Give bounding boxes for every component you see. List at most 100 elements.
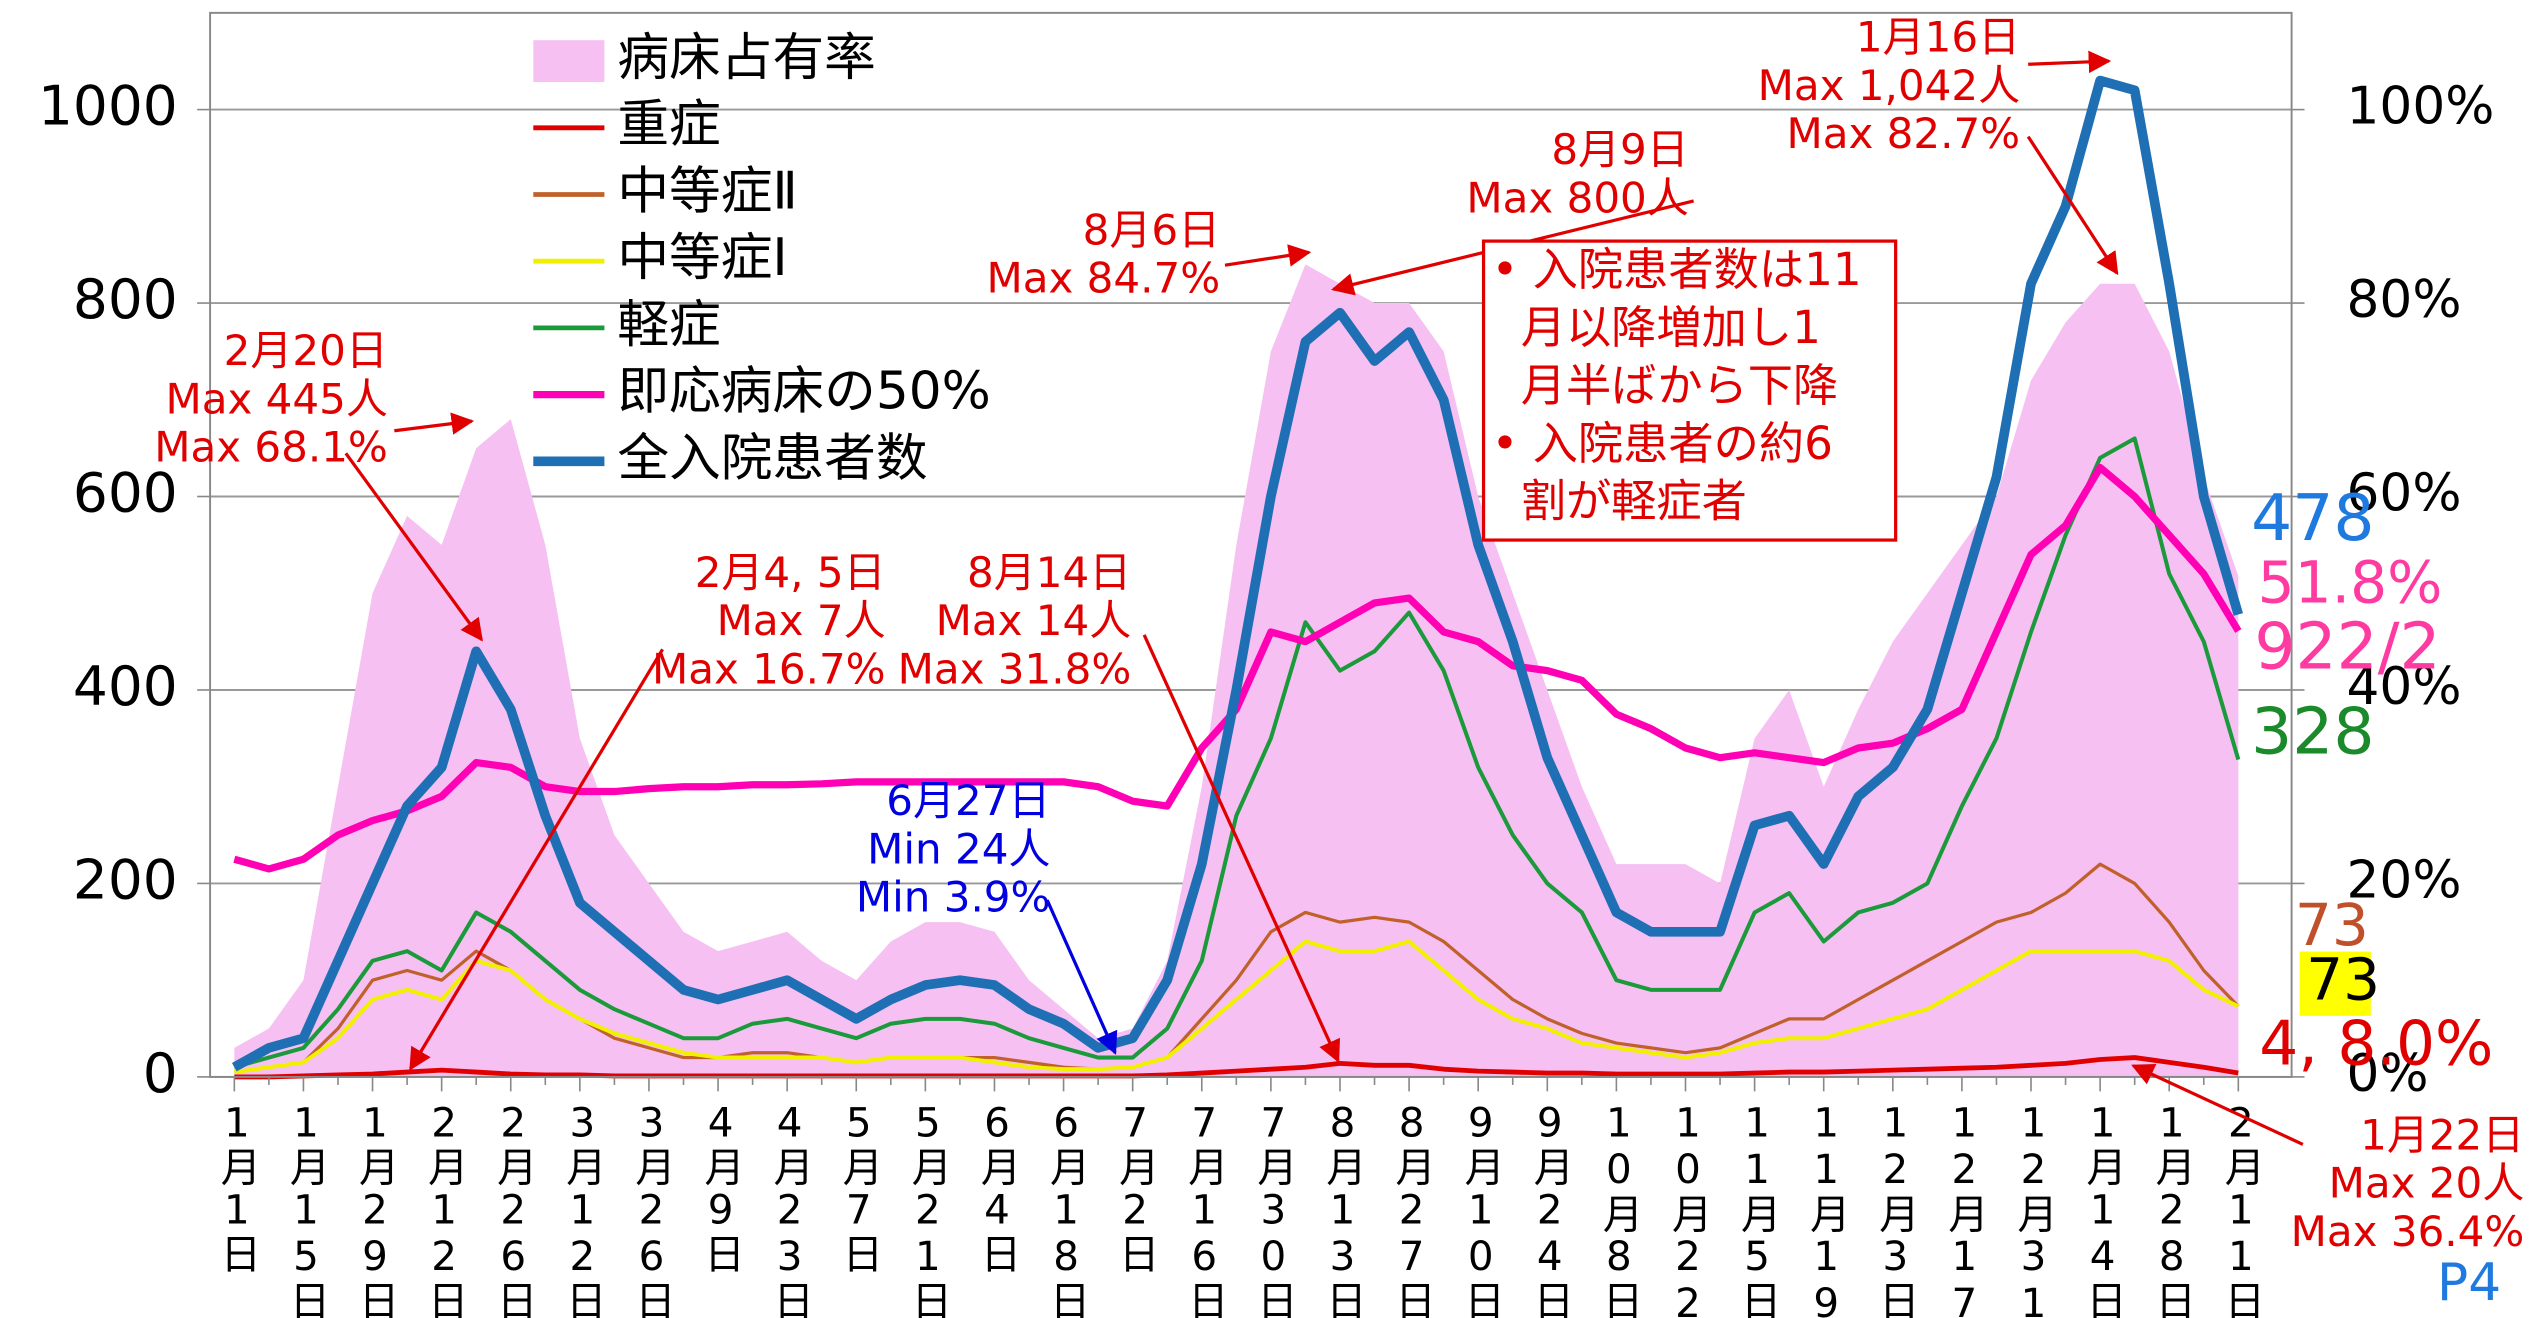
note-line: • 入院患者の約6 (1492, 417, 1833, 470)
annotation: Max 84.7% (987, 254, 1221, 303)
annotation-arrow (1224, 244, 1312, 267)
y2-tick-label: 20% (2347, 851, 2462, 911)
x-tick-label: 7月16日 (1181, 1099, 1228, 1318)
end-label: 51.8% (2258, 549, 2443, 617)
legend-label: 重症 (617, 95, 720, 155)
end-label: 922/2 (2254, 610, 2440, 685)
line (231, 75, 2243, 1072)
y2-tick-label: 100% (2347, 77, 2495, 137)
annotation: 2月4, 5日 (695, 548, 886, 597)
annotation: 8月14日 (967, 548, 1131, 597)
x-tick-label: 7月30日 (1250, 1099, 1297, 1318)
y2-tick-label: 80% (2347, 270, 2462, 330)
note-line: 割が軽症者 (1521, 475, 1747, 528)
annotation: Max 14人 (936, 596, 1132, 645)
x-tick-label: 11月19日 (1803, 1099, 1850, 1318)
x-tick-label: 2月26日 (490, 1099, 537, 1318)
note-box (1481, 239, 1898, 542)
annotation: Max 31.8% (898, 644, 1132, 693)
annotation: Max 445人 (165, 374, 387, 423)
end-label: 4, 8.0% (2259, 1009, 2493, 1080)
annotation: 8月6日 (1083, 206, 1220, 255)
x-tick-label: 10月8日 (1595, 1099, 1642, 1318)
annotation-arrow (1045, 899, 1118, 1055)
x-tick-label: 7月2日 (1112, 1099, 1159, 1273)
x-tick-label: 9月10日 (1457, 1099, 1504, 1318)
annotation: 1月22日 (2360, 1111, 2524, 1160)
x-tick-label: 5月21日 (904, 1099, 951, 1318)
x-tick-label: 2月12日 (421, 1099, 468, 1318)
x-tick-label: 12月31日 (2010, 1099, 2057, 1318)
page-label: P4 (2437, 1253, 2501, 1313)
annotation: Max 800人 (1466, 173, 1688, 222)
y-tick-label: 0 (143, 1041, 178, 1105)
annotation: 2月20日 (224, 326, 388, 375)
plot-frame (209, 11, 2293, 1078)
end-label-bg (2299, 951, 2371, 1016)
annotation: Max 68.1% (154, 423, 388, 472)
end-label: 73 (2295, 891, 2369, 959)
annotation: Max 20人 (2329, 1159, 2525, 1208)
note-line: 月半ばから下降 (1521, 359, 1839, 412)
annotation: 8月9日 (1551, 125, 1688, 174)
legend-label: 病床占有率 (617, 28, 876, 88)
line (234, 939, 2240, 1075)
x-tick-label: 10月22日 (1664, 1099, 1711, 1318)
x-tick-label: 1月14日 (2079, 1099, 2126, 1318)
y2-tick-label: 40% (2347, 657, 2462, 717)
line (233, 436, 2241, 1070)
x-tick-label: 12月3日 (1872, 1099, 1919, 1318)
annotation: Max 7人 (717, 596, 886, 645)
annotation: 6月27日 (886, 776, 1050, 825)
y-tick-label: 600 (73, 461, 178, 525)
x-tick-label: 8月13日 (1319, 1099, 1366, 1318)
end-label: 73 (2306, 946, 2380, 1014)
y-tick-label: 400 (73, 654, 178, 718)
legend-label: 中等症Ⅱ (617, 162, 798, 222)
annotation-arrow (1142, 634, 1341, 1063)
annotation: Max 1,042人 (1758, 61, 2020, 110)
x-tick-label: 1月1日 (213, 1099, 260, 1273)
x-tick-label: 3月12日 (559, 1099, 606, 1318)
x-tick-label: 6月18日 (1043, 1099, 1090, 1318)
annotation-arrow (344, 452, 483, 642)
x-tick-label: 9月24日 (1526, 1099, 1573, 1318)
x-tick-label: 1月15日 (282, 1099, 329, 1318)
x-tick-label: 6月4日 (973, 1099, 1020, 1273)
x-tick-label: 8月27日 (1388, 1099, 1435, 1318)
annotation: Max 36.4% (2291, 1207, 2525, 1256)
y2-tick-label: 60% (2347, 464, 2462, 524)
x-tick-label: 4月23日 (766, 1099, 813, 1318)
x-tick-label: 1月28日 (2148, 1099, 2195, 1318)
note-line: • 入院患者数は11 (1492, 243, 1862, 296)
annotation: Max 82.7% (1786, 109, 2020, 158)
x-tick-label: 4月9日 (697, 1099, 744, 1273)
x-tick-label: 1月29日 (351, 1099, 398, 1318)
annotation-arrow (409, 648, 664, 1071)
x-tick-label: 12月17日 (1941, 1099, 1988, 1318)
annotation: 1月16日 (1856, 13, 2020, 62)
annotation-arrow (2028, 50, 2112, 74)
legend-label: 軽症 (617, 295, 720, 355)
x-tick-label: 11月5日 (1734, 1099, 1781, 1318)
y-tick-label: 200 (73, 848, 178, 912)
legend-label: 全入院患者数 (617, 428, 927, 488)
x-tick-label: 2月11日 (2217, 1099, 2264, 1318)
y2-tick-label: 0% (2347, 1044, 2429, 1104)
legend-swatch (533, 40, 605, 82)
y-tick-label: 1000 (38, 74, 178, 138)
annotation: Min 24人 (867, 824, 1050, 873)
annotation: Max 16.7% (652, 644, 886, 693)
end-label: 478 (2251, 481, 2374, 556)
annotation-arrow (394, 412, 475, 435)
line (234, 1055, 2239, 1080)
x-tick-label: 5月7日 (835, 1099, 882, 1273)
legend-label: 即応病床の50% (617, 362, 990, 422)
note-line: 月以降増加し1 (1521, 301, 1821, 354)
annotation-arrow (2131, 1064, 2304, 1146)
y-tick-label: 800 (73, 267, 178, 331)
legend-label: 中等症Ⅰ (617, 228, 787, 288)
annotation: Min 3.9% (856, 873, 1051, 922)
